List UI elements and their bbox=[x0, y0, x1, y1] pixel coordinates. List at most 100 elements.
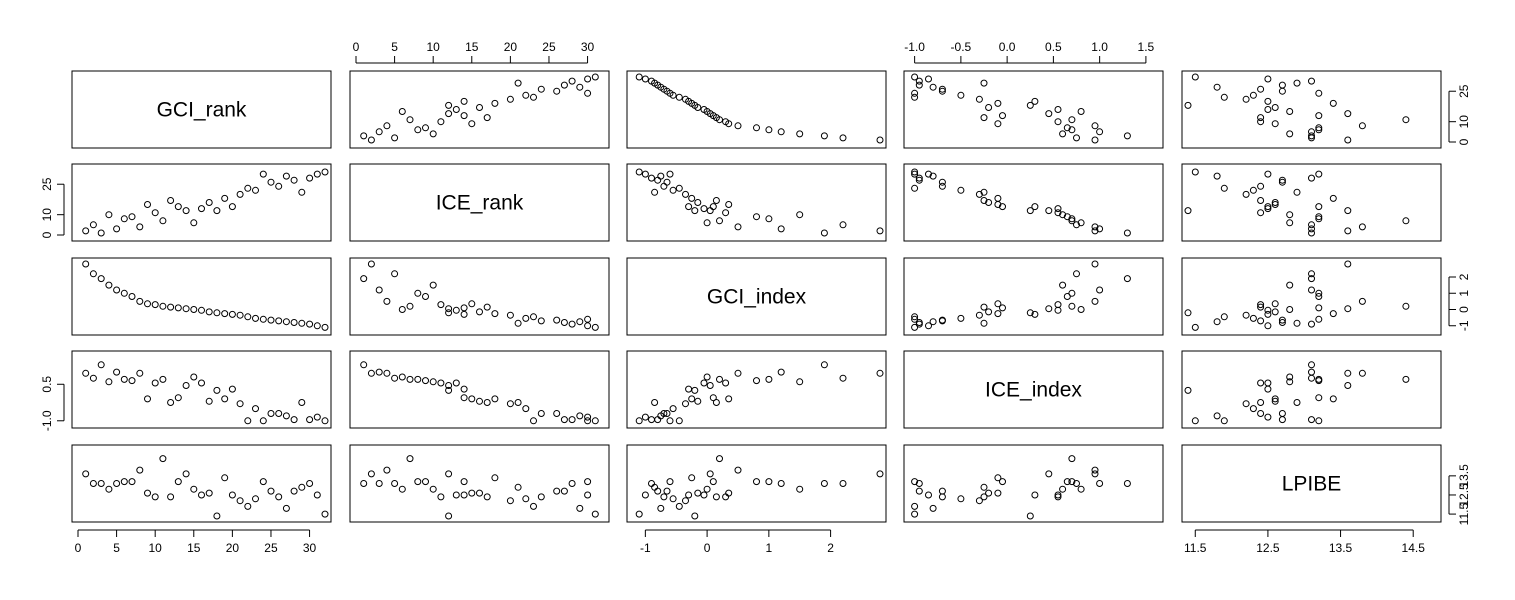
diagonal-label-lpibe: LPIBE bbox=[1282, 473, 1342, 496]
point-gci-index-vs-lpibe-2 bbox=[1308, 270, 1315, 278]
point-gci-rank-vs-ice-index-1 bbox=[1091, 136, 1099, 144]
point-ice-index-vs-lpibe-2 bbox=[1308, 374, 1315, 382]
point-lpibe-vs-gci-rank-26 bbox=[275, 493, 283, 501]
point-ice-index-vs-gci-index-25 bbox=[663, 410, 671, 417]
tick-label-top-ice-index-4: 1.0 bbox=[1091, 40, 1108, 54]
point-gci-index-vs-gci-rank-28 bbox=[290, 319, 298, 326]
point-gci-rank-vs-ice-index-24 bbox=[911, 89, 919, 97]
point-gci-index-vs-lpibe-12 bbox=[1257, 303, 1265, 311]
panel-gci-rank-vs-ice-rank bbox=[349, 70, 610, 149]
point-ice-rank-vs-gci-rank-22 bbox=[244, 184, 252, 192]
point-gci-rank-vs-ice-rank-3 bbox=[360, 132, 368, 140]
point-gci-rank-vs-ice-index-12 bbox=[980, 114, 988, 122]
point-ice-index-vs-gci-rank-20 bbox=[228, 385, 236, 393]
point-gci-rank-vs-ice-rank-16 bbox=[452, 106, 460, 113]
point-gci-index-vs-lpibe-23 bbox=[1249, 314, 1257, 322]
point-gci-index-vs-gci-rank-7 bbox=[128, 293, 136, 300]
point-gci-rank-vs-ice-index-22 bbox=[911, 93, 919, 101]
point-gci-index-vs-ice-index-21 bbox=[975, 311, 983, 319]
point-ice-rank-vs-gci-rank-1 bbox=[82, 227, 90, 235]
point-ice-rank-vs-ice-index-2 bbox=[1073, 221, 1080, 229]
tick-label-bottom-lpibe-0: 11.5 bbox=[1184, 541, 1207, 555]
point-gci-index-vs-ice-index-18 bbox=[1026, 309, 1034, 317]
point-ice-index-vs-lpibe-31 bbox=[1264, 413, 1272, 421]
point-ice-index-vs-ice-rank-10 bbox=[437, 379, 445, 387]
point-ice-rank-vs-ice-index-28 bbox=[915, 176, 923, 184]
point-ice-rank-vs-gci-rank-32 bbox=[321, 168, 329, 176]
point-gci-rank-vs-ice-index-8 bbox=[1091, 122, 1099, 130]
diagonal-label-ice-index: ICE_index bbox=[985, 379, 1082, 402]
point-gci-index-vs-lpibe-28 bbox=[1278, 319, 1286, 326]
tick-label-left-ice-rank-2: 25 bbox=[40, 177, 54, 191]
point-ice-rank-vs-gci-rank-23 bbox=[252, 186, 259, 194]
point-lpibe-vs-gci-index-21 bbox=[682, 497, 689, 505]
point-gci-rank-vs-ice-rank-13 bbox=[460, 112, 468, 120]
point-gci-index-vs-ice-index-15 bbox=[1077, 306, 1085, 313]
point-lpibe-vs-gci-index-29 bbox=[651, 483, 659, 491]
point-ice-rank-vs-lpibe-32 bbox=[1191, 168, 1199, 176]
point-gci-rank-vs-lpibe-20 bbox=[1264, 97, 1272, 105]
point-gci-rank-vs-ice-index-16 bbox=[1054, 106, 1062, 113]
point-lpibe-vs-ice-index-31 bbox=[925, 491, 932, 499]
panel-ice-rank-vs-gci-rank bbox=[71, 163, 332, 242]
point-gci-index-vs-gci-rank-3 bbox=[97, 275, 105, 283]
point-ice-index-vs-gci-index-8 bbox=[734, 369, 742, 377]
point-lpibe-vs-gci-rank-30 bbox=[306, 480, 314, 487]
point-ice-rank-vs-gci-index-27 bbox=[657, 172, 665, 180]
point-ice-rank-vs-ice-index-27 bbox=[929, 172, 937, 180]
point-lpibe-vs-ice-rank-5 bbox=[375, 480, 383, 487]
point-ice-rank-vs-gci-index-31 bbox=[641, 170, 649, 178]
point-lpibe-vs-gci-rank-4 bbox=[105, 485, 113, 493]
panel-gci-rank-vs-lpibe bbox=[1181, 70, 1442, 149]
point-ice-rank-vs-gci-rank-7 bbox=[128, 213, 136, 221]
point-ice-rank-vs-lpibe-25 bbox=[1278, 178, 1286, 186]
point-lpibe-vs-ice-rank-3 bbox=[360, 480, 368, 487]
point-gci-rank-vs-gci-index-21 bbox=[682, 95, 689, 103]
point-gci-rank-vs-ice-rank-32 bbox=[591, 73, 599, 81]
point-lpibe-vs-ice-rank-25 bbox=[553, 487, 561, 495]
point-gci-rank-vs-ice-rank-18 bbox=[445, 101, 453, 109]
point-ice-index-vs-lpibe-17 bbox=[1271, 397, 1279, 405]
point-ice-index-vs-gci-rank-31 bbox=[313, 413, 321, 421]
point-gci-rank-vs-ice-rank-23 bbox=[522, 91, 530, 99]
point-lpibe-vs-ice-index-17 bbox=[985, 489, 993, 497]
point-lpibe-vs-ice-index-26 bbox=[938, 493, 946, 501]
point-lpibe-vs-gci-index-20 bbox=[685, 491, 693, 499]
point-lpibe-vs-ice-index-22 bbox=[911, 502, 919, 510]
point-ice-index-vs-gci-rank-2 bbox=[89, 374, 97, 382]
point-ice-rank-vs-gci-index-29 bbox=[651, 188, 659, 196]
tick-label-left-ice-rank-0: 0 bbox=[40, 231, 54, 238]
point-gci-rank-vs-gci-index-30 bbox=[648, 77, 655, 85]
point-ice-index-vs-gci-rank-13 bbox=[174, 394, 182, 402]
point-ice-rank-vs-lpibe-10 bbox=[1257, 209, 1265, 217]
point-ice-index-vs-gci-index-1 bbox=[876, 369, 884, 377]
tick-label-bottom-lpibe-3: 14.5 bbox=[1402, 541, 1426, 555]
point-gci-rank-vs-ice-index-29 bbox=[980, 79, 988, 87]
point-ice-rank-vs-gci-index-6 bbox=[765, 215, 773, 223]
point-lpibe-vs-gci-index-22 bbox=[675, 502, 683, 510]
point-gci-index-vs-lpibe-14 bbox=[1344, 305, 1352, 313]
point-ice-rank-vs-gci-index-2 bbox=[839, 221, 847, 229]
point-gci-rank-vs-ice-rank-5 bbox=[375, 128, 383, 136]
point-lpibe-vs-ice-rank-15 bbox=[398, 485, 406, 493]
point-gci-index-vs-gci-rank-32 bbox=[321, 323, 329, 331]
point-gci-rank-vs-ice-index-27 bbox=[929, 83, 937, 91]
point-lpibe-vs-gci-index-14 bbox=[706, 470, 714, 478]
tick-label-left-ice-index-1: 0.5 bbox=[40, 376, 54, 393]
point-gci-index-vs-ice-rank-22 bbox=[530, 313, 537, 321]
point-gci-rank-vs-ice-index-25 bbox=[938, 87, 946, 95]
point-lpibe-vs-ice-index-15 bbox=[1077, 485, 1085, 493]
point-gci-index-vs-ice-rank-7 bbox=[422, 293, 429, 300]
point-lpibe-vs-ice-index-7 bbox=[1063, 478, 1071, 486]
point-gci-index-vs-ice-index-16 bbox=[1054, 306, 1062, 314]
point-ice-index-vs-gci-index-14 bbox=[706, 382, 714, 389]
point-lpibe-vs-ice-rank-27 bbox=[576, 504, 584, 512]
tick-label-top-ice-index-2: 0.0 bbox=[999, 40, 1016, 54]
point-ice-index-vs-lpibe-30 bbox=[1308, 416, 1315, 424]
point-gci-rank-vs-ice-index-7 bbox=[1063, 124, 1071, 132]
point-gci-rank-vs-gci-index-22 bbox=[675, 93, 683, 101]
point-lpibe-vs-ice-index-23 bbox=[957, 495, 965, 503]
point-ice-index-vs-lpibe-25 bbox=[1278, 410, 1286, 417]
point-ice-rank-vs-gci-rank-19 bbox=[221, 194, 229, 202]
point-ice-index-vs-ice-rank-30 bbox=[568, 416, 576, 424]
